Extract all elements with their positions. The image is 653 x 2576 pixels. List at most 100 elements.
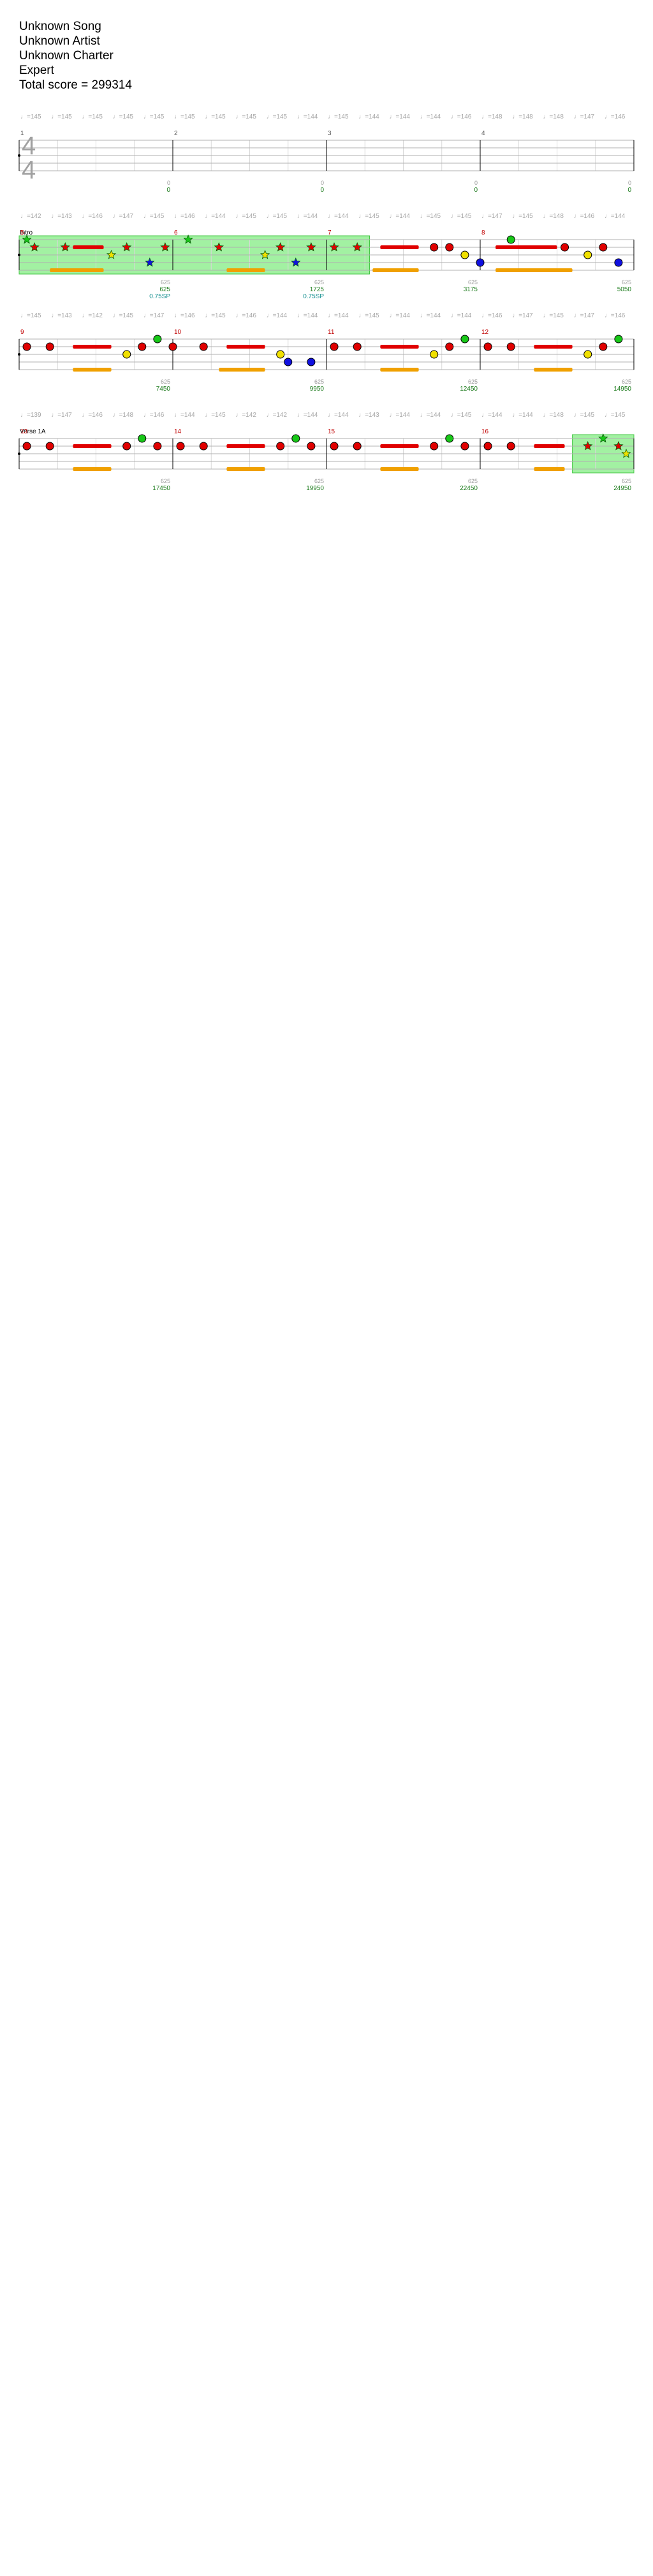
sustain-bar (495, 268, 573, 272)
note (460, 250, 469, 259)
measure-number: 7 (328, 229, 332, 236)
note (122, 350, 131, 359)
measure-score: 625 (159, 286, 170, 293)
star-note (582, 440, 593, 451)
time-signature-numerator: 4 (22, 132, 36, 160)
measure-note-value: 625 (622, 478, 631, 484)
tempo-mark: ♩=145 (358, 213, 379, 220)
tempo-mark: ♩=144 (205, 213, 226, 220)
tempo-mark: ♩=145 (267, 213, 288, 220)
sustain-bar (380, 368, 419, 372)
tempo-mark: ♩=142 (235, 412, 256, 419)
tempo-mark: ♩=146 (605, 312, 626, 319)
sustain-bar (380, 245, 419, 249)
note (614, 335, 623, 344)
measure-score: 0 (627, 187, 631, 194)
note (138, 342, 147, 351)
measure-number: 9 (20, 329, 24, 336)
tempo-mark: ♩=145 (605, 412, 626, 419)
tempo-mark: ♩=148 (543, 113, 564, 120)
tempo-mark: ♩=144 (389, 412, 410, 419)
note (153, 442, 162, 451)
tempo-mark: ♩=146 (451, 113, 472, 120)
time-signature-denominator: 4 (22, 156, 36, 184)
measure-sp-bonus: 0.75SP (303, 293, 324, 300)
row-start-dot (18, 254, 20, 256)
sustain-bar (73, 368, 112, 372)
note (483, 342, 492, 351)
note (460, 442, 469, 451)
note (445, 434, 454, 443)
sustain-bar (73, 245, 104, 249)
tempo-mark: ♩=144 (420, 412, 441, 419)
note (460, 335, 469, 344)
note (506, 442, 515, 451)
tempo-mark: ♩=144 (267, 312, 288, 319)
measure-score: 0 (166, 187, 170, 194)
note (483, 442, 492, 451)
note (599, 342, 608, 351)
tempo-mark: ♩=142 (267, 412, 288, 419)
star-note (329, 242, 339, 252)
measure-note-value: 625 (468, 379, 478, 385)
measure-number: 5 (20, 229, 24, 236)
sustain-bar (226, 268, 265, 272)
note (583, 350, 592, 359)
note (45, 342, 54, 351)
note (199, 342, 208, 351)
note (307, 358, 316, 366)
star-note (621, 448, 631, 458)
note (122, 442, 131, 451)
measure-score: 1725 (310, 286, 325, 293)
tempo-mark: ♩=144 (389, 312, 410, 319)
note (476, 258, 485, 267)
star-note (22, 234, 32, 244)
measure-score: 19950 (306, 485, 324, 492)
measure-score: 12450 (460, 386, 478, 393)
sustain-bar (380, 467, 419, 471)
tempo-mark: ♩=144 (174, 412, 195, 419)
tempo-mark: ♩=147 (51, 412, 72, 419)
note (45, 442, 54, 451)
measure-number: 16 (481, 428, 489, 435)
tempo-mark: ♩=144 (389, 213, 410, 220)
note (276, 350, 285, 359)
note (506, 342, 515, 351)
measure-score: 3175 (464, 286, 478, 293)
tempo-mark: ♩=143 (358, 412, 379, 419)
tempo-mark: ♩=148 (113, 412, 134, 419)
measure-note-value: 625 (622, 379, 631, 385)
sustain-bar (372, 268, 419, 272)
sustain-bar (534, 345, 573, 349)
tempo-mark: ♩=146 (174, 213, 195, 220)
tempo-mark: ♩=146 (143, 412, 165, 419)
tempo-mark: ♩=145 (174, 113, 195, 120)
note (22, 342, 31, 351)
star-note (598, 433, 608, 443)
tempo-mark: ♩=144 (297, 312, 318, 319)
note (330, 442, 339, 451)
measure-number: 3 (328, 130, 332, 137)
measure-note-value: 0 (321, 180, 324, 186)
tempo-mark: ♩=145 (358, 312, 379, 319)
note (353, 442, 362, 451)
measure-note-value: 625 (314, 379, 324, 385)
measure-number: 12 (481, 329, 489, 336)
measure-note-value: 0 (474, 180, 478, 186)
note (176, 442, 185, 451)
tempo-mark: ♩=145 (205, 312, 226, 319)
tempo-mark: ♩=146 (174, 312, 195, 319)
note (138, 434, 147, 443)
tempo-mark: ♩=143 (51, 213, 72, 220)
row-start-dot (18, 452, 20, 455)
tempo-mark: ♩=145 (82, 113, 103, 120)
star-note (183, 234, 193, 244)
tempo-mark: ♩=145 (451, 213, 472, 220)
sustain-bar (219, 368, 265, 372)
measure-score: 0 (320, 187, 324, 194)
note (353, 342, 362, 351)
sustain-bar (226, 444, 265, 448)
tempo-mark: ♩=145 (267, 113, 288, 120)
tempo-mark: ♩=144 (297, 213, 318, 220)
tempo-mark: ♩=146 (235, 312, 256, 319)
